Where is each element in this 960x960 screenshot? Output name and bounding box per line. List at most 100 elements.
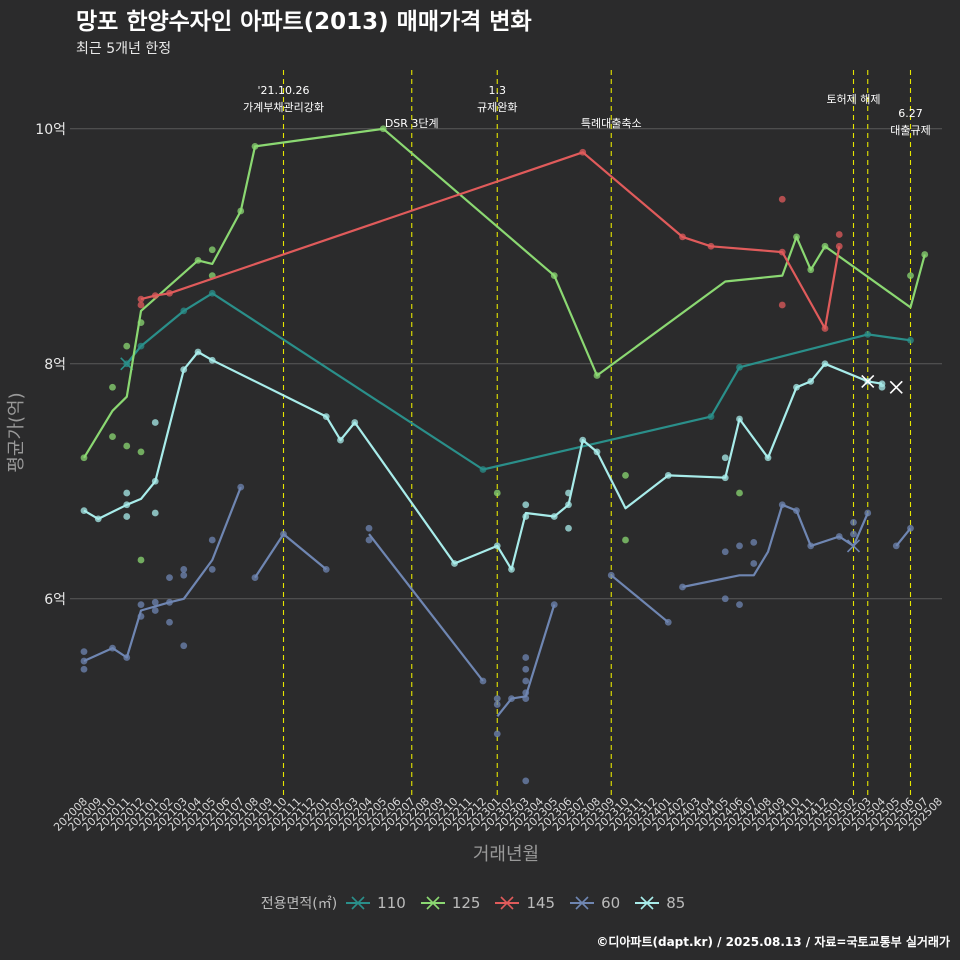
legend-label: 110 (377, 894, 406, 912)
series-line-60 (496, 604, 556, 717)
series-line-145 (140, 151, 841, 330)
legend-item-85: 85 (634, 894, 685, 912)
data-point-85 (151, 509, 159, 517)
data-point-85 (123, 489, 131, 497)
data-point-85 (123, 513, 131, 520)
data-point-85 (721, 454, 729, 462)
legend-item-60: 60 (569, 894, 620, 912)
legend-item-110: 110 (345, 894, 406, 912)
data-point-145 (778, 301, 786, 309)
data-point-60 (180, 565, 188, 573)
data-point-60 (365, 524, 373, 532)
series-line-60 (682, 503, 869, 589)
data-point-60 (750, 538, 758, 546)
data-point-60 (493, 730, 501, 738)
x-axis-label: 거래년월 (473, 844, 539, 865)
event-label: 1.3 (489, 84, 507, 97)
data-point-60 (493, 695, 501, 703)
chart-title: 망포 한양수자인 아파트(2013) 매매가격 변화 (76, 9, 532, 35)
series-line-110 (125, 292, 911, 471)
series-line-60 (83, 486, 242, 663)
legend-label: 125 (451, 894, 481, 912)
event-label: 가계부채관리강화 (243, 101, 324, 114)
series-line-125 (83, 127, 926, 459)
series-line-60 (610, 574, 669, 624)
legend-item-145: 145 (494, 894, 555, 912)
legend: 전용면적(㎡) 110 125 145 60 85 (0, 893, 960, 913)
data-point-60 (522, 665, 530, 673)
legend-item-125: 125 (420, 894, 481, 912)
event-label: 6.27 (898, 107, 923, 120)
data-point-60 (208, 536, 216, 544)
data-point-125 (622, 536, 629, 544)
legend-swatch (570, 896, 595, 910)
data-point-60 (180, 571, 188, 579)
data-point-125 (736, 489, 743, 497)
data-point-60 (522, 654, 530, 661)
data-point-145 (137, 301, 145, 309)
series-line-60 (895, 527, 912, 547)
data-point-60 (850, 518, 857, 526)
cross-marker-85 (861, 374, 875, 388)
legend-label: 85 (666, 894, 686, 912)
y-tick-label: 6억 (44, 592, 66, 608)
event-label: 규제완화 (477, 101, 517, 114)
series-line-60 (368, 533, 484, 682)
data-point-125 (921, 251, 929, 258)
data-point-145 (778, 195, 786, 203)
event-label: 토허제 해제 (826, 92, 880, 106)
data-point-60 (180, 642, 188, 650)
event-label: 특례대출축소 (581, 117, 642, 130)
event-label: 대출규제 (890, 124, 930, 137)
series-line-60 (254, 533, 327, 579)
data-point-60 (850, 530, 857, 538)
data-point-60 (721, 548, 729, 556)
data-point-125 (109, 383, 116, 391)
data-point-60 (151, 598, 159, 606)
data-point-85 (565, 524, 572, 532)
data-point-60 (365, 536, 373, 544)
data-point-60 (208, 565, 216, 573)
data-point-60 (80, 648, 88, 656)
data-point-60 (721, 595, 729, 603)
data-point-125 (493, 489, 501, 497)
data-point-60 (522, 677, 530, 685)
data-point-125 (123, 442, 131, 450)
legend-swatch (495, 896, 520, 910)
series-line-85 (83, 350, 883, 571)
chart-subtitle: 최근 5개년 한정 (76, 41, 172, 57)
data-point-125 (109, 433, 116, 441)
data-point-145 (835, 242, 843, 250)
data-point-60 (736, 601, 743, 609)
data-point-145 (835, 231, 843, 238)
data-point-60 (151, 607, 159, 614)
data-point-60 (166, 618, 173, 626)
data-point-60 (522, 777, 530, 785)
source-caption: ©디아파트(dapt.kr) / 2025.08.13 / 자료=국토교통부 실… (596, 935, 950, 949)
data-point-125 (123, 342, 131, 350)
y-tick-label: 8억 (44, 357, 66, 373)
data-point-60 (679, 583, 686, 591)
y-tick-label: 10억 (35, 122, 66, 138)
data-point-85 (151, 419, 159, 426)
data-point-60 (166, 574, 173, 582)
y-axis-label: 평균가(억) (6, 392, 27, 472)
legend-title: 전용면적(㎡) (260, 896, 338, 912)
legend-swatch (346, 896, 371, 910)
event-label: '21.10.26 (257, 84, 309, 97)
cross-marker-60 (846, 539, 861, 553)
data-point-85 (522, 501, 530, 509)
legend-items: 110 125 145 60 85 (345, 894, 699, 912)
cross-marker-85 (889, 380, 903, 394)
legend-label: 60 (601, 894, 621, 912)
legend-label: 145 (526, 894, 556, 912)
data-point-60 (493, 701, 501, 708)
data-point-125 (208, 246, 216, 254)
legend-swatch (420, 896, 445, 910)
data-point-125 (137, 448, 145, 456)
data-point-60 (80, 665, 88, 673)
event-label: DSR 3단계 (385, 117, 439, 130)
data-point-125 (622, 471, 629, 479)
legend-swatch (635, 896, 660, 910)
